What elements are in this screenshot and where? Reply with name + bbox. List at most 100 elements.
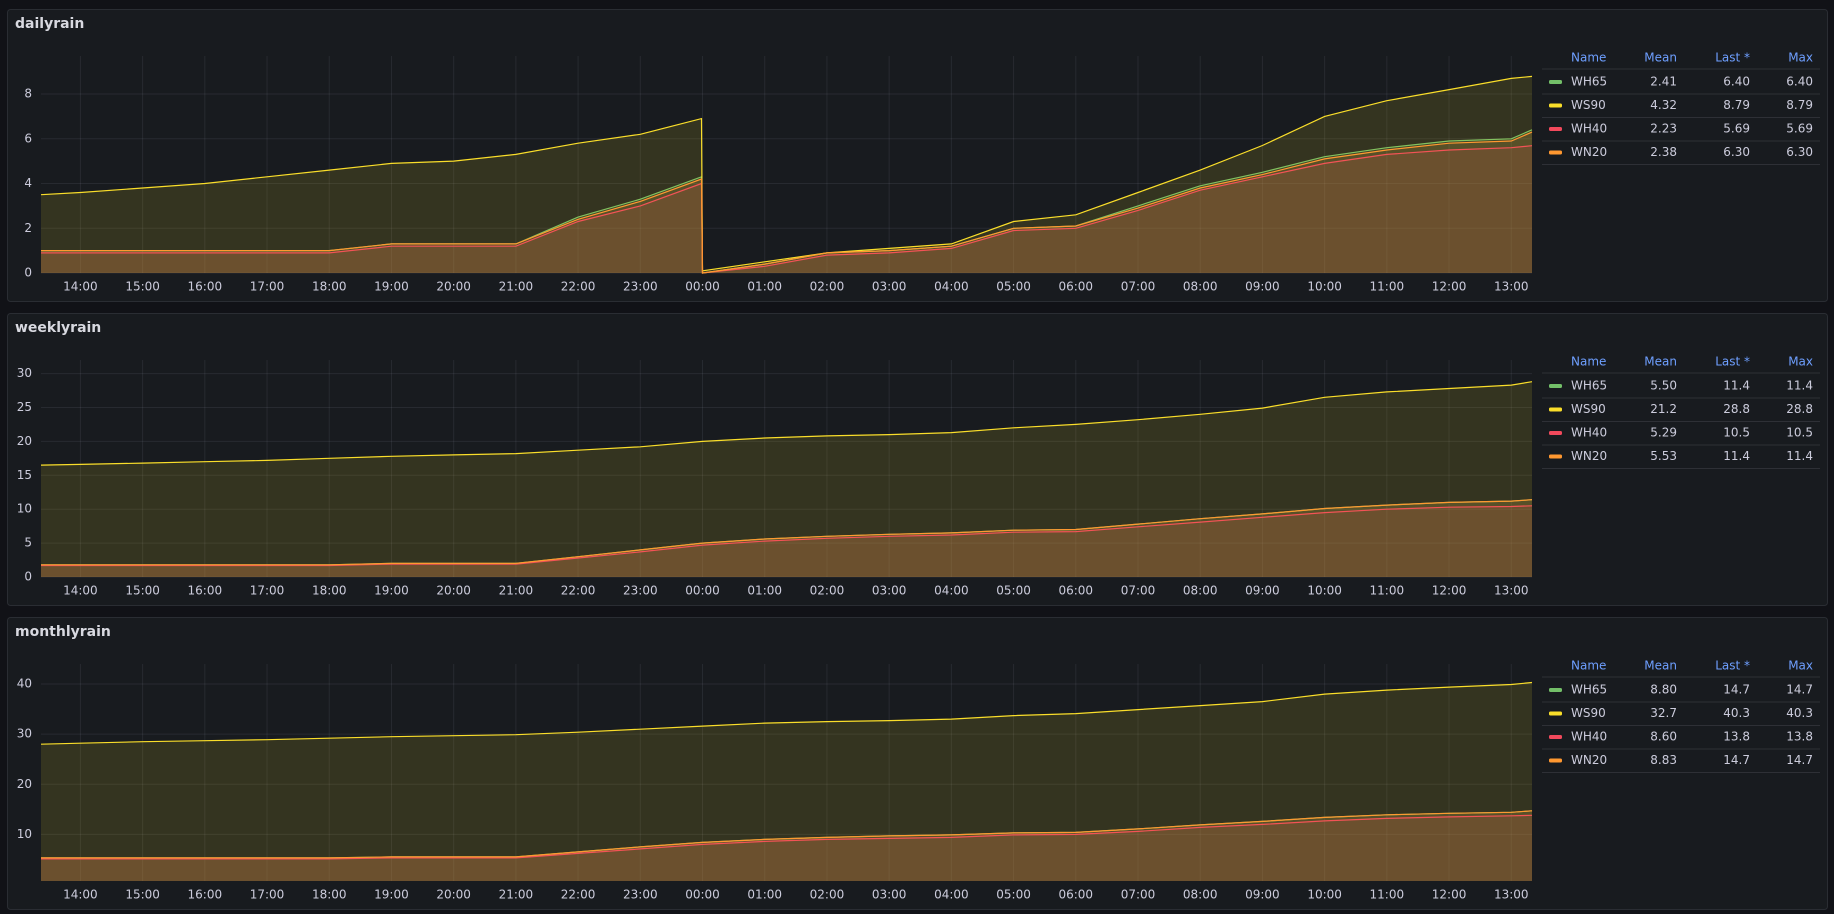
legend-stat: 40.3: [1786, 706, 1813, 720]
legend-stat: 32.7: [1650, 706, 1677, 720]
legend-stat: 5.53: [1650, 449, 1677, 463]
legend-label[interactable]: WH40: [1571, 122, 1607, 136]
x-tick-label: 21:00: [499, 280, 534, 294]
legend-stat: 8.80: [1650, 683, 1677, 697]
x-tick-label: 14:00: [63, 280, 98, 294]
series-line: [41, 814, 1533, 860]
x-tick-label: 12:00: [1432, 280, 1467, 294]
x-tick-label: 22:00: [561, 888, 596, 902]
panel-title: monthlyrain: [15, 624, 111, 640]
legend-label[interactable]: WH65: [1571, 379, 1607, 393]
x-tick-label: 09:00: [1245, 584, 1280, 598]
legend-stat: 28.8: [1723, 402, 1750, 416]
x-tick-label: 19:00: [374, 280, 409, 294]
legend-swatch: [1549, 407, 1562, 412]
legend-stat: 14.7: [1723, 683, 1750, 697]
legend-swatch: [1549, 758, 1562, 763]
y-tick-label: 15: [17, 468, 32, 482]
panel: monthlyrain 10 20 30 40 14:00 15:00 16:00 17:00 1…: [7, 617, 1828, 910]
panel-background: [7, 9, 1828, 302]
area-fill: [41, 132, 1532, 273]
x-tick-label: 23:00: [623, 584, 658, 598]
x-tick-label: 06:00: [1058, 888, 1093, 902]
x-tick-label: 15:00: [125, 888, 160, 902]
legend-stat: 14.7: [1723, 753, 1750, 767]
x-tick-label: 09:00: [1245, 280, 1280, 294]
x-tick-label: 16:00: [188, 280, 223, 294]
legend-stat: 28.8: [1786, 402, 1813, 416]
legend-label[interactable]: WS90: [1571, 402, 1606, 416]
x-tick-label: 22:00: [561, 280, 596, 294]
legend-stat: 5.50: [1650, 379, 1677, 393]
area-fill: [41, 815, 1532, 881]
legend-label[interactable]: WN20: [1571, 753, 1607, 767]
x-tick-label: 10:00: [1307, 888, 1342, 902]
x-tick-label: 20:00: [436, 888, 471, 902]
area-fill: [41, 682, 1532, 881]
x-tick-label: 11:00: [1370, 888, 1405, 902]
y-tick-label: 30: [17, 366, 32, 380]
x-tick-label: 16:00: [188, 888, 223, 902]
x-tick-label: 18:00: [312, 584, 347, 598]
legend-stat: 13.8: [1723, 730, 1750, 744]
panel: weeklyrain 0 5 10 15 20 25 30 14:00 15:00 16:00 17:…: [7, 313, 1828, 606]
x-tick-label: 22:00: [561, 584, 596, 598]
y-tick-label: 4: [24, 176, 32, 190]
series-line: [41, 499, 1533, 566]
area-fill: [41, 145, 1532, 273]
x-tick-label: 11:00: [1370, 584, 1405, 598]
legend-label[interactable]: WS90: [1571, 706, 1606, 720]
y-tick-label: 10: [17, 827, 32, 841]
legend-label[interactable]: WN20: [1571, 145, 1607, 159]
legend-swatch: [1549, 431, 1562, 435]
panel-background: [7, 313, 1828, 606]
x-tick-label: 03:00: [872, 584, 907, 598]
x-tick-label: 20:00: [436, 584, 471, 598]
legend-stat: 10.5: [1786, 426, 1813, 440]
x-tick-label: 08:00: [1183, 888, 1218, 902]
legend-stat: 11.4: [1723, 449, 1750, 463]
y-tick-label: 10: [17, 502, 32, 516]
area-fill: [41, 810, 1532, 881]
legend-stat: 6.40: [1723, 75, 1750, 89]
legend-swatch: [1549, 688, 1562, 692]
area-fill: [41, 76, 1532, 274]
legend-stat: 2.38: [1650, 145, 1677, 159]
x-tick-label: 10:00: [1307, 280, 1342, 294]
x-tick-label: 03:00: [872, 280, 907, 294]
x-tick-label: 17:00: [250, 888, 285, 902]
x-tick-label: 00:00: [685, 584, 720, 598]
legend-header: Max: [1788, 659, 1813, 673]
legend-stat: 40.3: [1723, 706, 1750, 720]
y-tick-label: 20: [17, 434, 32, 448]
legend-label[interactable]: WS90: [1571, 98, 1606, 112]
legend-stat: 21.2: [1650, 402, 1677, 416]
legend-label[interactable]: WH65: [1571, 683, 1607, 697]
x-tick-label: 02:00: [810, 280, 845, 294]
x-tick-label: 08:00: [1183, 280, 1218, 294]
x-tick-label: 06:00: [1058, 584, 1093, 598]
legend-stat: 13.8: [1786, 730, 1813, 744]
x-tick-label: 05:00: [996, 584, 1031, 598]
legend-label[interactable]: WH40: [1571, 730, 1607, 744]
x-tick-label: 03:00: [872, 888, 907, 902]
legend-stat: 6.30: [1723, 145, 1750, 159]
x-tick-label: 09:00: [1245, 888, 1280, 902]
legend-label[interactable]: WH40: [1571, 426, 1607, 440]
series-line: [40, 681, 1533, 745]
x-tick-label: 13:00: [1494, 280, 1529, 294]
legend-stat: 8.60: [1650, 730, 1677, 744]
legend-stat: 11.4: [1786, 379, 1813, 393]
legend-label[interactable]: WN20: [1571, 449, 1607, 463]
x-tick-label: 11:00: [1370, 280, 1405, 294]
x-tick-label: 10:00: [1307, 584, 1342, 598]
legend-label[interactable]: WH65: [1571, 75, 1607, 89]
x-tick-label: 19:00: [374, 888, 409, 902]
legend-header: Name: [1571, 51, 1606, 65]
area-fill: [41, 129, 1532, 273]
x-tick-label: 18:00: [312, 280, 347, 294]
legend-stat: 6.40: [1786, 75, 1813, 89]
x-tick-label: 15:00: [125, 584, 160, 598]
x-tick-label: 01:00: [747, 280, 782, 294]
legend-stat: 14.7: [1786, 683, 1813, 697]
